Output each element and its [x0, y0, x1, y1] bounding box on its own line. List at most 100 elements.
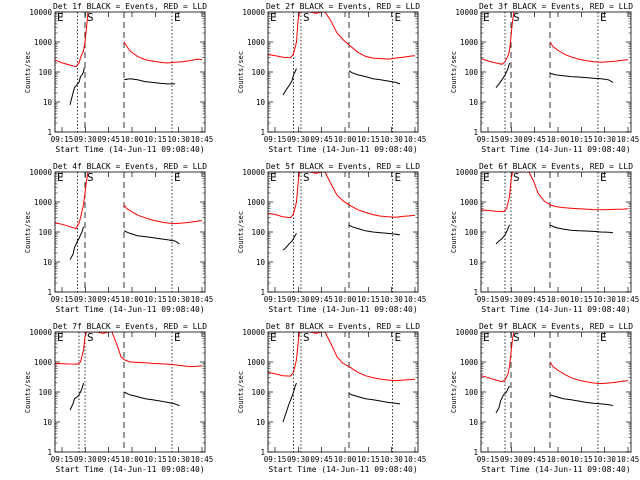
- x-tick-label: 10:15: [357, 295, 380, 304]
- y-tick-label: 10000: [455, 8, 478, 17]
- y-tick-label: 1: [473, 448, 478, 457]
- x-tick-label: 09:30: [74, 135, 97, 144]
- y-tick-label: 10: [43, 98, 53, 107]
- x-tick-label: 10:15: [357, 135, 380, 144]
- chart-panel-9: Det 9f BLACK = Events, RED = LLD 1 10 100 10…: [450, 322, 639, 474]
- y-tick-label: 1: [473, 288, 478, 297]
- time-marker-label: E: [270, 171, 277, 184]
- x-tick-label: 09:15: [51, 455, 74, 464]
- time-marker-label: E: [57, 331, 64, 344]
- x-tick-label: 09:30: [74, 295, 97, 304]
- x-tick-label: 09:30: [500, 295, 523, 304]
- x-tick-label: 10:15: [570, 455, 593, 464]
- series-group: [55, 12, 203, 106]
- y-tick-label: 100: [464, 388, 478, 397]
- x-axis-label: Start Time (14-Jun-11 09:08:40): [268, 145, 417, 154]
- x-axis-label: Start Time (14-Jun-11 09:08:40): [268, 465, 417, 474]
- time-marker-label: E: [483, 171, 490, 184]
- events-series-line: [495, 385, 510, 414]
- y-tick-label: 10: [256, 418, 266, 427]
- x-tick-label: 10:00: [121, 295, 144, 304]
- chart-title: Det 1f BLACK = Events, RED = LLD: [53, 2, 207, 11]
- chart-title: Det 8f BLACK = Events, RED = LLD: [266, 322, 420, 331]
- lld-series-line: [481, 12, 517, 65]
- plot-frame: [267, 171, 419, 293]
- y-tick-label: 100: [251, 228, 265, 237]
- time-marker-label: S: [513, 171, 520, 184]
- x-tick-label: 09:15: [477, 135, 500, 144]
- x-tick-label: 10:15: [144, 455, 167, 464]
- y-tick-label: 10000: [242, 168, 265, 177]
- plot-frame: [267, 11, 419, 133]
- chart-panel-3: Det 3f BLACK = Events, RED = LLD 1 10 100 10…: [450, 2, 639, 154]
- lld-series-line: [268, 332, 416, 382]
- x-tick-label: 09:45: [310, 295, 333, 304]
- events-series-line: [549, 394, 614, 407]
- x-tick-label: 10:30: [167, 295, 190, 304]
- lld-series-line: [481, 332, 517, 383]
- y-tick-label: 1: [473, 128, 478, 137]
- x-tick-label: 10:45: [404, 295, 427, 304]
- x-tick-label: 10:30: [380, 295, 403, 304]
- chart-panel-8: Det 8f BLACK = Events, RED = LLD 1 10 100 10…: [237, 322, 426, 474]
- chart-title: Det 4f BLACK = Events, RED = LLD: [53, 162, 207, 171]
- y-axis-label: Counts/sec: [450, 371, 458, 413]
- events-series-line: [549, 224, 614, 234]
- lld-series-line: [549, 41, 629, 63]
- time-marker-label: E: [57, 11, 64, 24]
- y-tick-label: 1000: [460, 358, 479, 367]
- x-tick-label: 10:45: [191, 455, 214, 464]
- events-series-line: [69, 382, 84, 411]
- lld-series-line: [481, 172, 629, 213]
- events-series-line: [123, 230, 180, 245]
- x-tick-label: 09:30: [287, 455, 310, 464]
- y-tick-label: 10: [256, 98, 266, 107]
- time-marker-label: S: [513, 11, 520, 24]
- lld-series-line: [123, 204, 203, 225]
- y-tick-label: 100: [38, 388, 52, 397]
- x-tick-label: 10:45: [191, 135, 214, 144]
- chart-panel-2: Det 2f BLACK = Events, RED = LLD 1 10 100 10…: [237, 2, 426, 154]
- series-group: [268, 12, 416, 96]
- y-tick-label: 10000: [29, 328, 52, 337]
- x-tick-label: 10:45: [617, 135, 640, 144]
- lld-series-line: [123, 41, 203, 64]
- lld-series-line: [55, 172, 91, 230]
- series-group: [55, 172, 203, 260]
- x-tick-label: 10:15: [357, 455, 380, 464]
- x-tick-label: 10:45: [191, 295, 214, 304]
- x-tick-label: 09:45: [310, 135, 333, 144]
- y-tick-label: 1: [260, 448, 265, 457]
- lld-series-line: [55, 332, 203, 368]
- x-tick-label: 09:45: [310, 455, 333, 464]
- x-tick-label: 10:45: [404, 135, 427, 144]
- chart-panel-4: Det 4f BLACK = Events, RED = LLD 1 10 100 10…: [24, 162, 213, 314]
- y-tick-label: 10000: [29, 168, 52, 177]
- y-tick-label: 1000: [247, 358, 266, 367]
- time-marker-label: E: [483, 331, 490, 344]
- chart-panel-5: Det 5f BLACK = Events, RED = LLD 1 10 100 10…: [237, 162, 426, 314]
- x-tick-label: 09:15: [264, 135, 287, 144]
- chart-panel-6: Det 6f BLACK = Events, RED = LLD 1 10 100 10…: [450, 162, 639, 314]
- plot-frame: [54, 171, 206, 293]
- x-axis-label: Start Time (14-Jun-11 09:08:40): [481, 305, 630, 314]
- x-tick-label: 10:00: [334, 455, 357, 464]
- y-tick-label: 10000: [455, 168, 478, 177]
- series-group: [55, 332, 203, 411]
- events-series-line: [495, 224, 510, 245]
- time-marker-label: E: [600, 11, 607, 24]
- x-tick-label: 10:00: [121, 135, 144, 144]
- x-tick-label: 10:00: [334, 135, 357, 144]
- y-tick-label: 10000: [455, 328, 478, 337]
- chart-title: Det 6f BLACK = Events, RED = LLD: [479, 162, 633, 171]
- x-axis-label: Start Time (14-Jun-11 09:08:40): [55, 145, 204, 154]
- chart-title: Det 2f BLACK = Events, RED = LLD: [266, 2, 420, 11]
- y-tick-label: 100: [38, 68, 52, 77]
- time-marker-label: E: [395, 331, 402, 344]
- x-tick-label: 09:15: [264, 295, 287, 304]
- y-tick-label: 1000: [460, 198, 479, 207]
- chart-title: Det 3f BLACK = Events, RED = LLD: [479, 2, 633, 11]
- x-tick-label: 10:15: [570, 135, 593, 144]
- x-tick-label: 10:00: [334, 295, 357, 304]
- y-tick-label: 10: [469, 258, 479, 267]
